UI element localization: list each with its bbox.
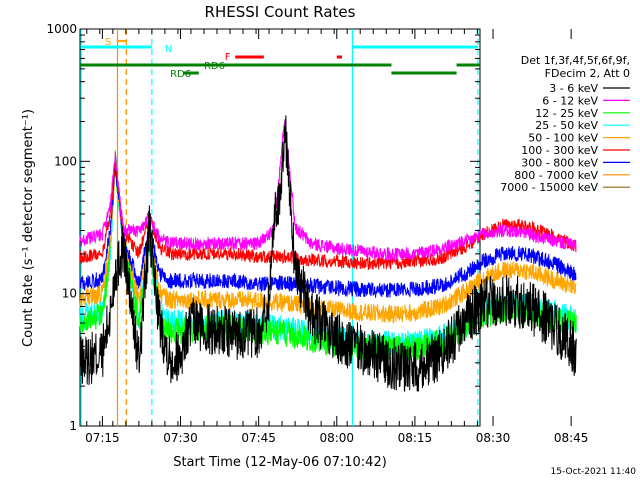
x-axis-label: Start Time (12-May-06 07:10:42) <box>173 455 387 470</box>
legend-header-2: FDecim 2, Att 0 <box>545 67 630 80</box>
x-tick-label: 08:00 <box>319 431 354 445</box>
legend-entry-label: 25 - 50 keV <box>535 119 598 132</box>
series-3-6keV <box>79 115 577 392</box>
series-300-800keV <box>79 158 577 298</box>
plot-frame <box>79 28 481 427</box>
series-100-300keV <box>79 156 577 271</box>
y-tick-label: 1 <box>69 419 77 433</box>
legend-entry-label: 100 - 300 keV <box>521 144 598 157</box>
y-axis: 1 10 100 1000 <box>46 22 480 433</box>
legend-entry-label: 800 - 7000 keV <box>514 169 598 182</box>
y-tick-label: 1000 <box>46 22 77 36</box>
x-tick-label: 08:45 <box>554 431 589 445</box>
timestamp: 15-Oct-2021 11:40 <box>551 467 637 477</box>
state-bar-label: RD6 <box>204 61 225 72</box>
legend-entry-label: 6 - 12 keV <box>542 94 598 107</box>
state-bar-label: RD6 <box>170 69 191 80</box>
series-6-12keV <box>79 119 577 263</box>
x-tick-label: 07:30 <box>163 431 198 445</box>
legend-entry-label: 3 - 6 keV <box>549 82 598 95</box>
chart-title: RHESSI Count Rates <box>205 3 356 21</box>
y-tick-label: 100 <box>54 154 77 168</box>
y-axis-label: Count Rate (s⁻¹ detector segment⁻¹) <box>21 109 36 347</box>
state-bar-label: N <box>165 44 172 55</box>
series-layer <box>79 115 577 392</box>
x-tick-label: 07:15 <box>85 431 120 445</box>
x-tick-label: 08:15 <box>398 431 433 445</box>
legend-entry-label: 12 - 25 keV <box>535 107 598 120</box>
state-bar-label: S <box>105 37 111 48</box>
x-axis: 07:15 07:30 07:45 08:00 08:15 08:30 08:45 <box>85 29 588 445</box>
x-tick-label: 07:45 <box>241 431 276 445</box>
y-tick-label: 10 <box>62 287 77 301</box>
x-tick-label: 08:30 <box>476 431 511 445</box>
legend-header-1: Det 1f,3f,4f,5f,6f,9f, <box>521 54 630 67</box>
legend-entry-label: 7000 - 15000 keV <box>500 181 598 194</box>
state-bar-label: F <box>225 52 231 63</box>
legend-entry-label: 50 - 100 keV <box>528 132 598 145</box>
series-50-100keV <box>79 164 577 325</box>
legend-entry-label: 300 - 800 keV <box>521 156 598 169</box>
